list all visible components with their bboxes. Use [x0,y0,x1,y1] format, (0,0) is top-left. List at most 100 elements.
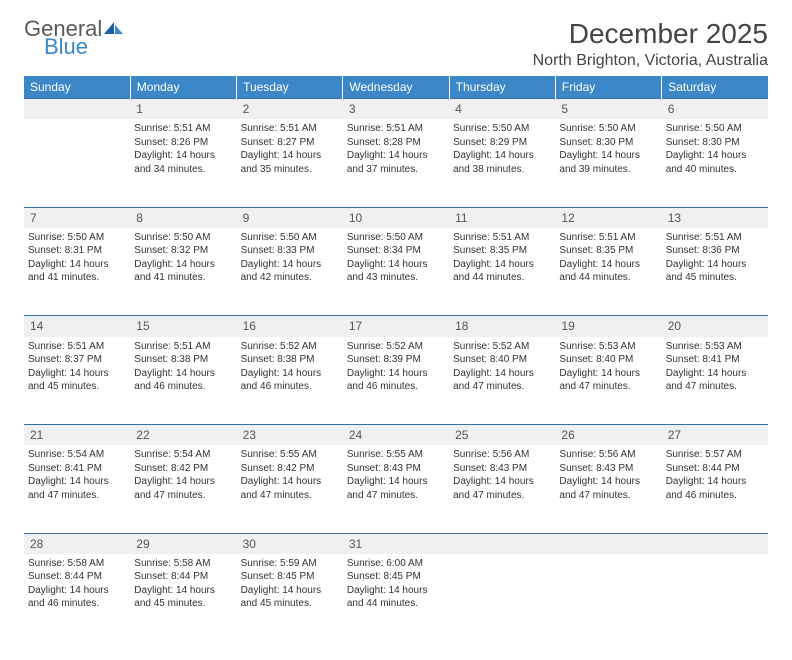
day-cell: Sunrise: 5:51 AMSunset: 8:36 PMDaylight:… [662,228,768,316]
daylight-text-2: and 38 minutes. [453,163,551,177]
daylight-text-2: and 39 minutes. [559,163,657,177]
daylight-text: Daylight: 14 hours [134,258,232,272]
sunrise-text: Sunrise: 5:52 AM [241,340,339,354]
day-cell: Sunrise: 5:51 AMSunset: 8:35 PMDaylight:… [555,228,661,316]
daylight-text-2: and 44 minutes. [347,597,445,611]
day-content-row: Sunrise: 5:54 AMSunset: 8:41 PMDaylight:… [24,445,768,533]
daylight-text-2: and 47 minutes. [241,489,339,503]
day-cell: Sunrise: 5:57 AMSunset: 8:44 PMDaylight:… [662,445,768,533]
day-cell: Sunrise: 5:50 AMSunset: 8:30 PMDaylight:… [662,119,768,207]
sunrise-text: Sunrise: 5:56 AM [453,448,551,462]
daylight-text-2: and 43 minutes. [347,271,445,285]
day-number: 20 [662,316,768,337]
day-number: 12 [555,207,661,228]
daylight-text: Daylight: 14 hours [134,149,232,163]
sunrise-text: Sunrise: 5:55 AM [241,448,339,462]
weekday-header: Friday [555,76,661,99]
day-cell: Sunrise: 5:51 AMSunset: 8:35 PMDaylight:… [449,228,555,316]
day-cell: Sunrise: 5:52 AMSunset: 8:40 PMDaylight:… [449,337,555,425]
sunset-text: Sunset: 8:44 PM [666,462,764,476]
day-number [555,533,661,554]
daylight-text-2: and 45 minutes. [134,597,232,611]
daylight-text: Daylight: 14 hours [559,475,657,489]
daylight-text: Daylight: 14 hours [559,258,657,272]
day-number: 28 [24,533,130,554]
daylight-text-2: and 47 minutes. [134,489,232,503]
day-cell [24,119,130,207]
sunset-text: Sunset: 8:28 PM [347,136,445,150]
sunset-text: Sunset: 8:44 PM [28,570,126,584]
daylight-text-2: and 45 minutes. [28,380,126,394]
sunset-text: Sunset: 8:33 PM [241,244,339,258]
daylight-text: Daylight: 14 hours [347,149,445,163]
day-cell: Sunrise: 5:51 AMSunset: 8:38 PMDaylight:… [130,337,236,425]
sunrise-text: Sunrise: 5:51 AM [134,340,232,354]
daylight-text-2: and 47 minutes. [453,380,551,394]
day-cell: Sunrise: 5:50 AMSunset: 8:34 PMDaylight:… [343,228,449,316]
sunset-text: Sunset: 8:34 PM [347,244,445,258]
sunrise-text: Sunrise: 5:57 AM [666,448,764,462]
daylight-text-2: and 46 minutes. [28,597,126,611]
sunrise-text: Sunrise: 5:55 AM [347,448,445,462]
day-content-row: Sunrise: 5:58 AMSunset: 8:44 PMDaylight:… [24,554,768,642]
weekday-header: Saturday [662,76,768,99]
daylight-text: Daylight: 14 hours [559,149,657,163]
sunrise-text: Sunrise: 5:50 AM [559,122,657,136]
day-number-row: 14151617181920 [24,316,768,337]
daylight-text-2: and 47 minutes. [28,489,126,503]
daylight-text: Daylight: 14 hours [241,258,339,272]
sunset-text: Sunset: 8:37 PM [28,353,126,367]
sunrise-text: Sunrise: 5:54 AM [134,448,232,462]
sunset-text: Sunset: 8:36 PM [666,244,764,258]
sunset-text: Sunset: 8:41 PM [28,462,126,476]
day-cell: Sunrise: 5:58 AMSunset: 8:44 PMDaylight:… [130,554,236,642]
day-number: 14 [24,316,130,337]
day-cell: Sunrise: 5:53 AMSunset: 8:40 PMDaylight:… [555,337,661,425]
weekday-header: Wednesday [343,76,449,99]
day-number: 9 [237,207,343,228]
day-number: 10 [343,207,449,228]
day-cell [449,554,555,642]
day-number: 21 [24,425,130,446]
day-number [449,533,555,554]
daylight-text: Daylight: 14 hours [347,475,445,489]
day-cell: Sunrise: 5:54 AMSunset: 8:41 PMDaylight:… [24,445,130,533]
sunset-text: Sunset: 8:38 PM [241,353,339,367]
day-cell: Sunrise: 5:51 AMSunset: 8:37 PMDaylight:… [24,337,130,425]
daylight-text: Daylight: 14 hours [347,367,445,381]
daylight-text-2: and 45 minutes. [666,271,764,285]
daylight-text: Daylight: 14 hours [559,367,657,381]
weekday-header: Sunday [24,76,130,99]
day-cell: Sunrise: 5:50 AMSunset: 8:29 PMDaylight:… [449,119,555,207]
daylight-text: Daylight: 14 hours [666,149,764,163]
day-number: 8 [130,207,236,228]
sunset-text: Sunset: 8:30 PM [666,136,764,150]
sunset-text: Sunset: 8:45 PM [241,570,339,584]
sunrise-text: Sunrise: 5:54 AM [28,448,126,462]
day-number: 19 [555,316,661,337]
day-cell [662,554,768,642]
day-cell: Sunrise: 5:50 AMSunset: 8:33 PMDaylight:… [237,228,343,316]
sunrise-text: Sunrise: 5:51 AM [134,122,232,136]
day-number: 3 [343,99,449,120]
sunset-text: Sunset: 8:43 PM [559,462,657,476]
sunrise-text: Sunrise: 5:51 AM [241,122,339,136]
sunset-text: Sunset: 8:41 PM [666,353,764,367]
month-title: December 2025 [533,18,768,50]
sunset-text: Sunset: 8:31 PM [28,244,126,258]
sunrise-text: Sunrise: 5:56 AM [559,448,657,462]
sunset-text: Sunset: 8:43 PM [453,462,551,476]
calendar-header-row: SundayMondayTuesdayWednesdayThursdayFrid… [24,76,768,99]
daylight-text-2: and 46 minutes. [134,380,232,394]
daylight-text-2: and 46 minutes. [347,380,445,394]
sunrise-text: Sunrise: 5:51 AM [28,340,126,354]
daylight-text: Daylight: 14 hours [347,584,445,598]
daylight-text-2: and 34 minutes. [134,163,232,177]
sunset-text: Sunset: 8:27 PM [241,136,339,150]
sunset-text: Sunset: 8:45 PM [347,570,445,584]
sunset-text: Sunset: 8:29 PM [453,136,551,150]
sunrise-text: Sunrise: 5:51 AM [666,231,764,245]
day-cell: Sunrise: 5:54 AMSunset: 8:42 PMDaylight:… [130,445,236,533]
daylight-text: Daylight: 14 hours [453,258,551,272]
sunrise-text: Sunrise: 5:50 AM [347,231,445,245]
